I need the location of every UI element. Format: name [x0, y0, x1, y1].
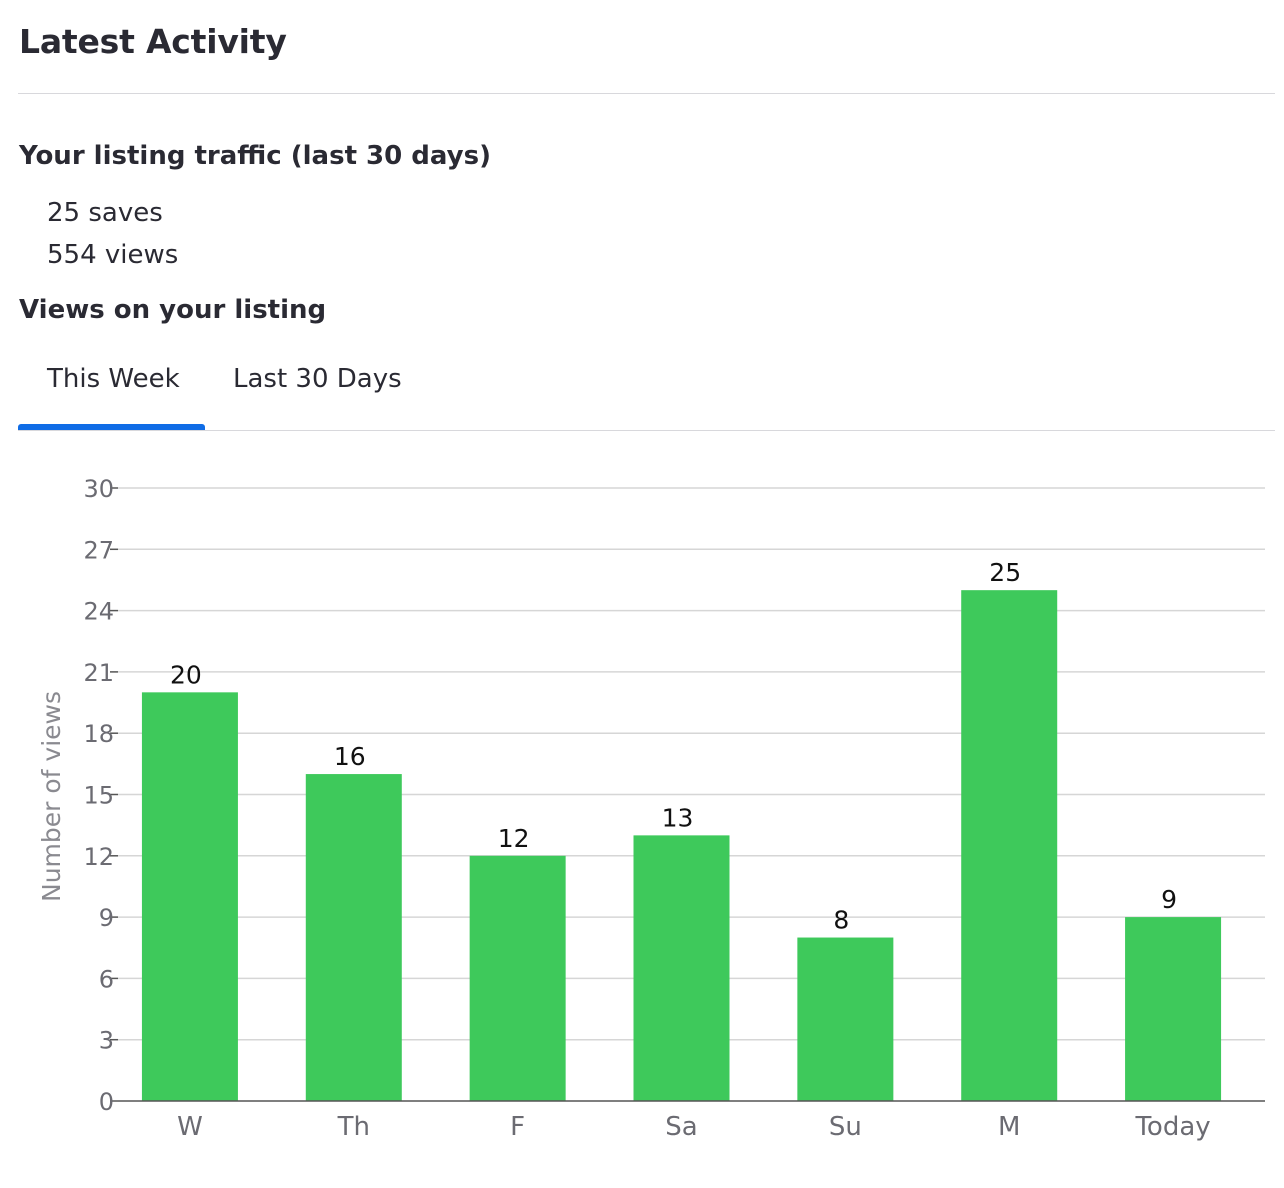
views-tabs: This Week Last 30 Days — [18, 350, 1275, 431]
x-tick-label: Sa — [665, 1112, 697, 1142]
active-tab-indicator — [18, 424, 205, 431]
data-label: 9 — [1161, 885, 1177, 914]
x-tick-label: F — [510, 1112, 525, 1142]
data-label: 12 — [498, 824, 530, 853]
page-title: Latest Activity — [19, 22, 287, 61]
x-tick-label: Su — [829, 1112, 862, 1142]
y-tick-label: 27 — [83, 536, 114, 564]
bar-su — [797, 937, 894, 1101]
y-tick-label: 21 — [83, 659, 114, 687]
y-tick-label: 3 — [99, 1027, 114, 1055]
x-tick-label: Today — [1134, 1112, 1210, 1142]
bar-m — [961, 590, 1058, 1101]
y-tick-label: 9 — [99, 904, 114, 932]
data-label: 16 — [334, 742, 366, 771]
bar-w — [141, 692, 238, 1101]
views-bar-chart: 20 16 12 13 8 25 9 0 3 6 9 12 15 18 21 24 27 30 W Th F Sa Su M… — [37, 475, 1265, 1142]
tabs-divider — [18, 430, 1275, 431]
traffic-section-title: Your listing traffic (last 30 days) — [19, 141, 491, 171]
x-tick-label: W — [177, 1112, 203, 1142]
bar-f — [469, 855, 566, 1101]
tab-this-week[interactable]: This Week — [47, 364, 180, 394]
bar-sa — [633, 835, 730, 1101]
x-tick-label: M — [998, 1112, 1020, 1142]
y-tick-label: 18 — [83, 720, 114, 748]
y-tick-label: 15 — [83, 782, 114, 810]
y-tick-label: 30 — [83, 475, 114, 503]
axes: 0 3 6 9 12 15 18 21 24 27 30 W Th F Sa Su M Today — [83, 475, 1265, 1142]
tab-last-30-days[interactable]: Last 30 Days — [233, 364, 402, 394]
views-count: 554 views — [47, 240, 179, 270]
data-label: 8 — [833, 906, 849, 935]
data-label: 20 — [170, 660, 202, 689]
views-section-title: Views on your listing — [19, 295, 327, 325]
bars: 20 16 12 13 8 25 9 — [141, 558, 1222, 1101]
y-axis-title: Number of views — [37, 691, 66, 902]
header-divider — [18, 93, 1275, 94]
saves-count: 25 saves — [47, 198, 163, 228]
data-label: 25 — [989, 558, 1021, 587]
bar-th — [305, 774, 402, 1101]
y-tick-label: 0 — [99, 1088, 114, 1116]
x-tick-label: Th — [337, 1112, 370, 1142]
y-tick-label: 12 — [83, 843, 114, 871]
y-tick-label: 6 — [99, 965, 114, 993]
bar-today — [1125, 917, 1222, 1101]
y-tick-label: 24 — [83, 598, 114, 626]
data-label: 13 — [662, 803, 694, 832]
